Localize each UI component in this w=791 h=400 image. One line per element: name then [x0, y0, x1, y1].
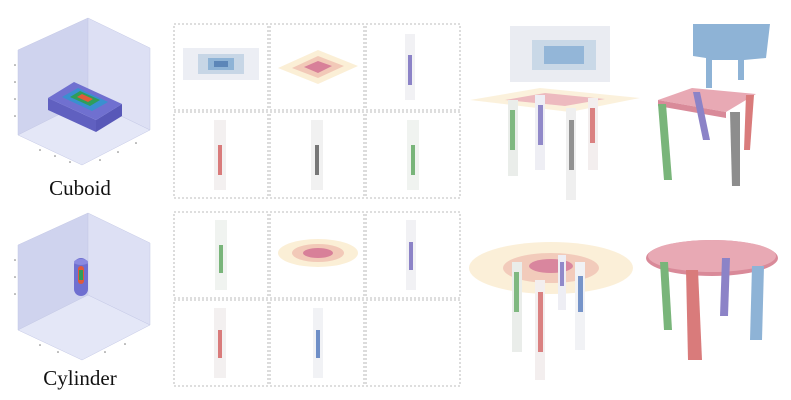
- cylinder-inner: [79, 270, 83, 280]
- primitive-seat: [278, 50, 358, 84]
- primitive-backrest: [183, 48, 259, 80]
- primitive-table-leg-green: [215, 220, 227, 290]
- table-primitive-decomposition: [469, 242, 633, 380]
- table-reconstruction: [646, 240, 778, 360]
- cuboid-cube-plot: [14, 17, 151, 166]
- primitive-table-leg-blue: [313, 308, 323, 378]
- cuboid-side-front: [48, 98, 96, 132]
- primitive-table-top: [278, 239, 358, 267]
- table-primitive-grid: [173, 211, 461, 387]
- chair-primitive-decomposition: [470, 26, 640, 200]
- axis-ticks: [14, 259, 126, 353]
- primitive-table-leg-red: [214, 308, 226, 378]
- cuboid-side-right: [96, 104, 122, 132]
- cuboid-layer-core: [77, 94, 93, 102]
- cylinder-cube-plot: [14, 212, 151, 361]
- axis-ticks: [14, 64, 137, 163]
- primitive-table-leg-purple: [406, 220, 416, 290]
- primitive-leg-red: [214, 120, 226, 190]
- primitive-leg-green: [407, 120, 419, 190]
- primitive-leg-gray: [311, 120, 323, 190]
- primitive-leg-purple: [405, 34, 415, 100]
- cuboid-label: Cuboid: [49, 176, 111, 200]
- cylinder-label: Cylinder: [43, 366, 117, 390]
- chair-primitive-grid: [173, 23, 461, 199]
- chair-reconstruction: [658, 24, 770, 186]
- cylinder-top: [74, 259, 88, 265]
- cube-face-bottom: [17, 294, 151, 361]
